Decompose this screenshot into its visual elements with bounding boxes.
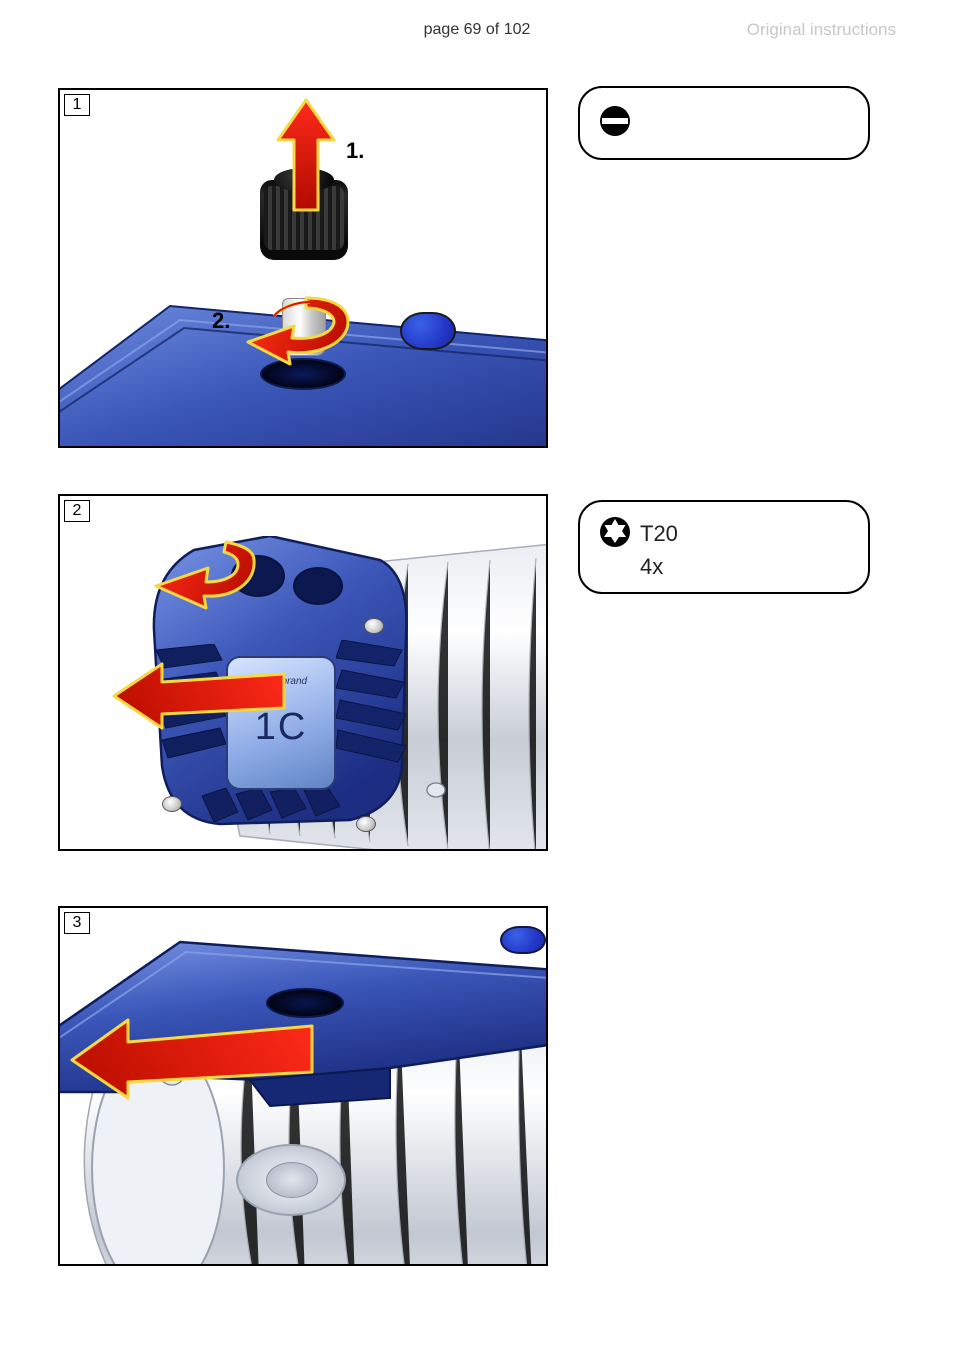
vent-slots-right [336,640,406,772]
figure1-scene: 1. 2. [60,90,546,446]
corner-bolt [356,816,376,832]
arrow-pull-up [278,100,334,210]
step-number-box: 3 [64,912,90,934]
page-header: page 69 of 102 Original instructions [0,0,954,60]
callout-1: 1. [346,138,364,164]
arrow-unscrew [138,542,268,622]
torx-size-label: T20 [640,521,678,547]
tool-callout-torx: T20 4x [578,500,870,594]
figure3-scene [60,908,546,1264]
callout-2: 2. [212,308,230,334]
step-number-box: 2 [64,500,90,522]
step-number-box: 1 [64,94,90,116]
step-number: 2 [73,502,82,520]
torx-icon [598,515,632,554]
slotted-screwdriver-icon [598,104,632,143]
corner-bolt [162,796,182,812]
arrow-pull-off [114,658,284,728]
step-figure-2: 2 [58,494,548,851]
front-bore-inner [266,1162,318,1198]
figure2-scene: vacuubrand 1C [60,496,546,849]
step-number: 3 [73,914,82,932]
step-figure-1: 1 [58,88,548,448]
tool-row [598,104,868,143]
tool-callout-slotted [578,86,870,160]
corner-bolt [364,618,384,634]
step-figure-3: 3 [58,906,548,1266]
torx-qty-label: 4x [640,554,868,580]
tool-row: T20 [598,515,868,554]
step-number: 1 [73,96,82,114]
inlet-cap [400,312,456,350]
page-number: page 69 of 102 [424,21,531,39]
arrow-slide-off [72,1014,312,1098]
document-title: Original instructions [747,20,896,40]
arrow-rotate [230,298,380,368]
vent-slots-bottom [202,788,362,822]
inlet-cap [500,926,546,954]
